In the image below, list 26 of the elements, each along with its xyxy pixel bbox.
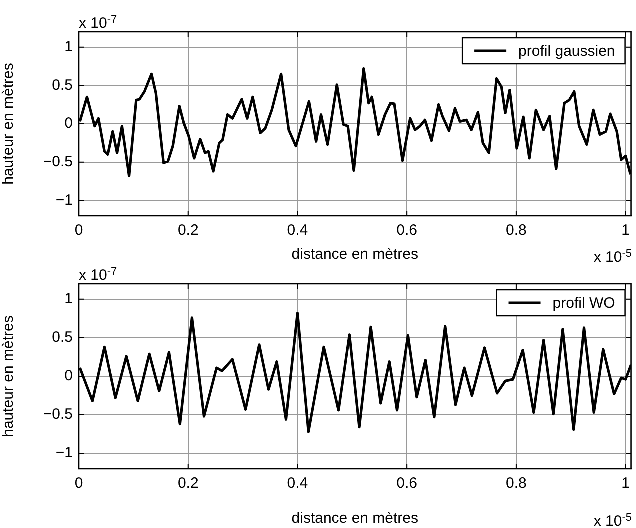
y-tick-label: 0: [64, 368, 73, 385]
x-axis-title: distance en mètres: [292, 510, 419, 528]
y-tick-label: 1: [64, 290, 73, 308]
x-tick-label: 0.4: [287, 475, 308, 492]
y-tick-label: 0: [64, 115, 73, 132]
x-tick-label: 0.8: [506, 222, 527, 240]
y-tick-label: 0.5: [52, 76, 73, 94]
y-tick-label: 0.5: [52, 329, 73, 346]
y-tick-label: −1: [56, 192, 73, 209]
y-tick-label: 1: [64, 38, 73, 56]
x-tick-label: 0.2: [178, 222, 199, 240]
y-axis-title: hauteur en mètres: [0, 63, 18, 185]
legend-label: profil WO: [552, 295, 616, 312]
y-tick-label: −0.5: [43, 406, 73, 424]
x-axis-title: distance en mètres: [292, 246, 419, 264]
y-tick-label: −0.5: [43, 153, 73, 170]
x-tick-label: 1: [622, 222, 630, 240]
x-tick-label: 0.6: [396, 222, 418, 240]
y-axis-title: hauteur en mètres: [0, 316, 18, 438]
y-tick-label: −1: [56, 444, 73, 462]
legend-label: profil gaussien: [518, 43, 616, 60]
x-tick-label: 1: [622, 475, 630, 492]
x-tick-label: 0.4: [287, 222, 308, 240]
x-tick-label: 0.8: [506, 475, 527, 492]
x-tick-label: 0.2: [178, 475, 199, 492]
x-tick-label: 0.6: [396, 475, 418, 492]
